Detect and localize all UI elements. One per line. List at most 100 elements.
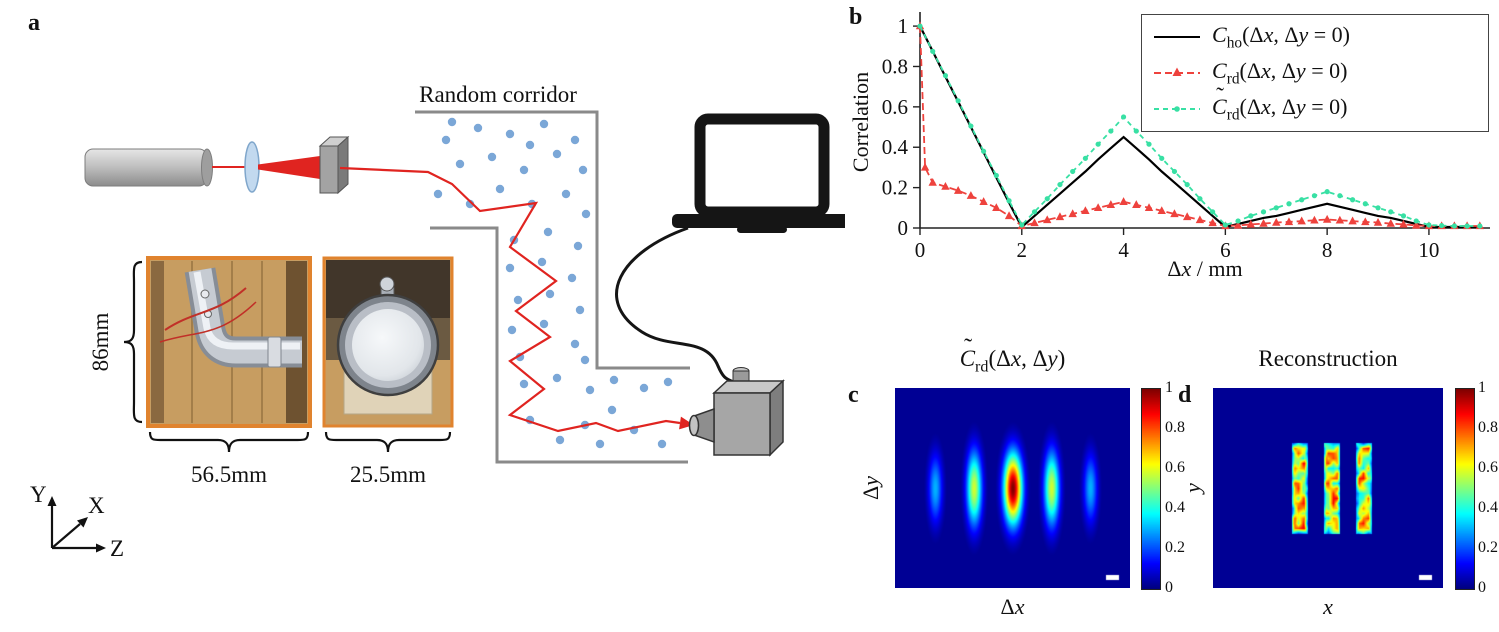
- triangle-marker: [1182, 212, 1192, 221]
- colorbar: [1141, 388, 1161, 590]
- triangle-marker: [1004, 211, 1014, 220]
- axis-label-z: Z: [110, 536, 124, 561]
- triangle-marker: [1335, 215, 1345, 224]
- laser: [84, 148, 213, 187]
- dot-marker: [1260, 209, 1267, 215]
- colorbar-tick-label: 0.4: [1478, 499, 1498, 516]
- colorbar: [1455, 388, 1475, 590]
- colorbar-labels: 0 0.2 0.4 0.6 0.8 1: [1478, 379, 1499, 596]
- chart-legend: Cho(Δx, Δy = 0) Crd(Δx, Δy = 0) ˜ Crd(Δx, Δ…: [1141, 14, 1489, 132]
- x-tick-label: 6: [1220, 238, 1231, 262]
- panel-label-d: d: [1178, 382, 1192, 408]
- triangle-marker: [992, 203, 1001, 212]
- colorbar-labels: 0 0.2 0.4 0.6 0.8 1: [1165, 379, 1201, 596]
- brace-height: [123, 260, 143, 424]
- colorbar-tick-label: 0.4: [1165, 499, 1185, 516]
- y-tick-label: 1: [898, 14, 909, 38]
- mirror: [318, 135, 350, 195]
- panel-label-b: b: [849, 4, 863, 30]
- legend-line-sample: [1154, 67, 1200, 76]
- triangle-marker: [1412, 220, 1421, 229]
- heatmap-c-xlabel: Δx: [1000, 594, 1025, 619]
- scatterer-dot: [575, 305, 585, 315]
- triangle-marker: [1195, 215, 1205, 224]
- corridor-wall-inner: [430, 226, 688, 464]
- beam-arrowhead: [679, 416, 694, 430]
- beam-path: [339, 166, 681, 433]
- dot-marker: [993, 172, 999, 179]
- dot-marker: [1019, 222, 1025, 228]
- dot-marker: [955, 98, 961, 104]
- triangle-marker: [1233, 220, 1243, 229]
- tilde-mark: ˜: [1216, 82, 1224, 109]
- series-line-0: [919, 25, 1480, 229]
- series-line-1: [919, 26, 1480, 227]
- triangle-marker: [941, 182, 950, 190]
- scatterer-dot: [543, 227, 553, 237]
- dot-marker: [1031, 209, 1038, 215]
- triangle-marker: [1106, 200, 1116, 208]
- scatterer-dot: [607, 405, 617, 415]
- panel-b: b Correlation 0 2 4 6 8 10 0 0.2 0.4 0.6 0.8 1 Δx /…: [845, 0, 1499, 305]
- triangle-marker: [1399, 219, 1408, 228]
- scatterer-dot: [581, 209, 591, 219]
- triangle-marker: [920, 162, 930, 171]
- scatterer-dot: [573, 241, 583, 251]
- scatterer-dot: [552, 373, 562, 383]
- correlation-chart: 0 2 4 6 8 10 0 0.2 0.4 0.6 0.8 1: [882, 12, 1490, 262]
- lens: [244, 141, 260, 193]
- triangle-marker: [1272, 217, 1281, 226]
- axis-label-x: X: [88, 493, 105, 518]
- x-tick-label: 8: [1322, 238, 1333, 262]
- dot-marker: [1400, 213, 1407, 219]
- triangle-marker: [966, 191, 976, 199]
- colorbar-tick-label: 0.8: [1478, 419, 1498, 436]
- scatterer-dot: [519, 165, 529, 175]
- legend-label: ˜ Crd(Δx, Δy = 0): [1212, 82, 1348, 124]
- dot-marker: [1324, 189, 1330, 195]
- photo-round-optic: [322, 256, 454, 428]
- colorbar-tick-label: 1: [1165, 379, 1173, 396]
- dot-marker: [1184, 181, 1190, 188]
- x-tick-label: 2: [1017, 238, 1028, 262]
- panel-c: c ˜ Crd(Δx, Δy) Δy Δx 0 0.2 0.4 0.6 0.8 1: [845, 330, 1185, 632]
- dot-marker: [1273, 205, 1279, 211]
- heatmap-d-xlabel: x: [1323, 594, 1333, 619]
- dot-marker: [1070, 168, 1076, 175]
- legend-label: Cho(Δx, Δy = 0): [1212, 21, 1350, 52]
- brace-optic-width: [324, 431, 452, 453]
- scatterer-dot: [487, 152, 497, 162]
- scatterer-dot: [537, 257, 547, 267]
- dot-marker: [1451, 223, 1457, 229]
- scatterer-dot: [570, 339, 580, 349]
- reconstruction-heatmap: [1213, 388, 1443, 588]
- camera-icon: [688, 367, 785, 457]
- triangle-marker: [1322, 214, 1332, 223]
- scatterer-dot: [580, 355, 590, 365]
- scatterer-dot: [552, 149, 562, 159]
- triangle-marker: [1055, 212, 1065, 221]
- triangle-marker: [1386, 218, 1395, 227]
- dot-marker: [1362, 201, 1368, 207]
- triangle-marker: [1259, 218, 1268, 227]
- dot-marker: [1197, 196, 1203, 202]
- heatmap-c-title: ˜ Crd(Δx, Δy): [959, 333, 1066, 376]
- dim-elbow-width-label: 56.5mm: [191, 462, 267, 487]
- triangle-marker: [1310, 215, 1319, 224]
- triangle-marker: [928, 177, 937, 186]
- scatterer-dot: [567, 273, 577, 283]
- colorbar-tick-label: 0.6: [1165, 459, 1185, 476]
- scatterer-dot: [505, 263, 515, 273]
- dot-marker: [1108, 128, 1114, 134]
- colorbar-tick-label: 0: [1165, 579, 1173, 596]
- dot-marker: [968, 123, 974, 129]
- y-tick-label: 0: [898, 216, 909, 240]
- dot-marker: [1375, 205, 1381, 211]
- triangle-marker: [1081, 206, 1090, 215]
- triangle-marker: [1284, 217, 1294, 226]
- colorbar-tick-label: 0.2: [1478, 539, 1498, 556]
- scatterer-dot: [578, 165, 588, 175]
- scatterer-dot: [433, 189, 443, 199]
- dot-marker: [1286, 201, 1292, 207]
- scatterer-dot: [495, 184, 505, 194]
